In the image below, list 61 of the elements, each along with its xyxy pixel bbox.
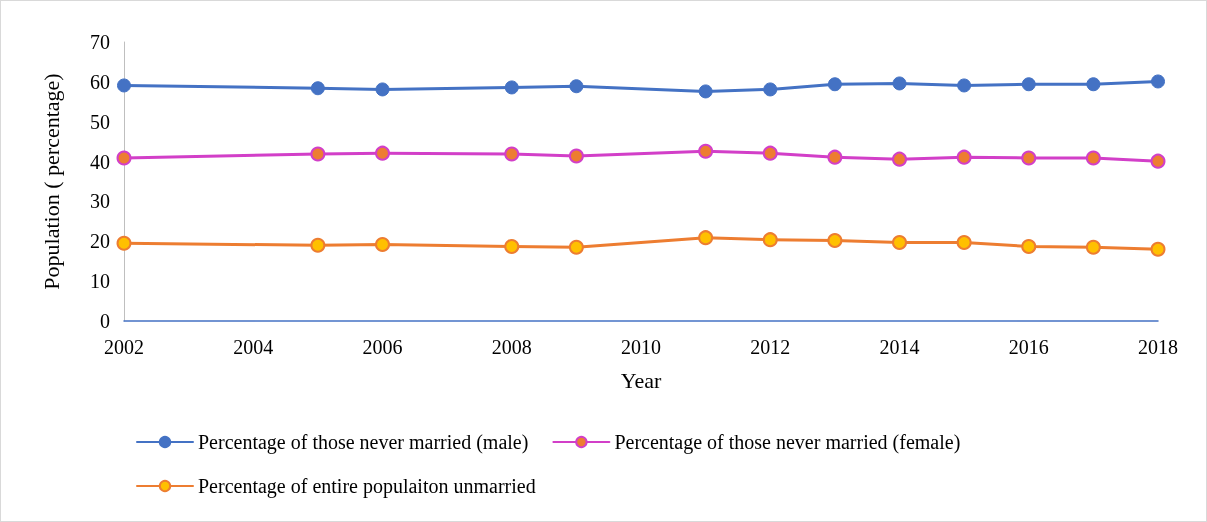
x-tick-label: 2004 [233,336,274,358]
point [698,84,713,99]
point [1150,241,1166,257]
point [892,76,907,91]
point [116,235,132,251]
point [1085,239,1101,255]
y-tick-label: 70 [90,31,110,53]
point [827,149,843,165]
point [1085,150,1101,166]
point [568,239,584,255]
x-tick-label: 2002 [104,336,144,358]
y-tick-label: 0 [100,310,110,332]
point [375,145,390,161]
point [568,148,584,164]
point [116,150,132,166]
point [763,82,778,97]
x-tick-label: 2006 [362,336,403,358]
y-tick-label: 40 [90,150,110,173]
legend-label: Percentage of those never married (female) [614,431,961,454]
point [310,237,326,253]
x-tick-label: 2014 [879,336,920,358]
point [375,236,390,252]
point [504,238,520,254]
x-tick-label: 2016 [1008,336,1049,358]
point [504,80,519,95]
x-axis-title: Year [620,367,662,393]
point [698,143,714,159]
point [375,82,390,97]
y-axis-title: Population ( percentage) [38,73,64,290]
x-tick-label: 2010 [621,336,661,358]
point [1021,150,1037,166]
x-tick-label: 2012 [750,336,791,358]
point [310,81,325,96]
point [504,146,520,162]
y-tick-label: 60 [90,70,110,93]
x-tick-label: 2018 [1138,336,1178,358]
point [1021,77,1036,92]
point [310,146,326,162]
point [956,149,972,165]
point [892,234,907,250]
point [762,232,778,248]
x-tick-label: 2008 [491,336,532,358]
point [1021,238,1037,254]
point [892,151,907,167]
legend-label: Percentage of entire populaiton unmarried [198,475,536,498]
point [827,77,842,92]
y-tick-label: 30 [90,190,110,213]
point [698,230,714,246]
point [827,232,843,248]
point [117,78,131,93]
y-tick-label: 10 [90,270,110,293]
y-tick-label: 50 [90,110,110,133]
point [569,79,584,94]
point [762,145,778,161]
point [957,78,972,93]
point [1086,77,1101,92]
point [956,234,972,250]
y-tick-label: 20 [90,230,110,253]
point [1151,74,1165,89]
point [1150,153,1166,169]
legend-label: Percentage of those never married (male) [198,431,529,454]
